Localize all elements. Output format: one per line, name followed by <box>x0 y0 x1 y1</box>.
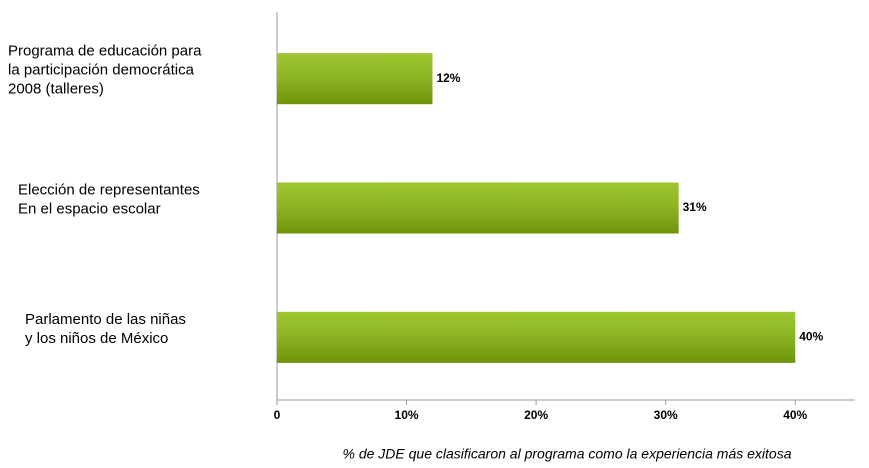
bar-shade <box>277 182 679 234</box>
category-label-line: y los niños de México <box>25 330 168 347</box>
x-tick-label: 30% <box>654 408 678 422</box>
x-tick-label: 20% <box>524 408 548 422</box>
x-tick-label: 10% <box>395 408 419 422</box>
category-label: Programa de educación para la participaci… <box>8 43 202 98</box>
value-label: 40% <box>799 330 823 344</box>
bar-shade <box>277 53 433 105</box>
category-label-line: Elección de representantes <box>18 181 200 198</box>
bar-shade <box>277 311 796 363</box>
category-label-line: Programa de educación para <box>8 43 202 60</box>
category-label-line: En el espacio escolar <box>18 200 161 217</box>
value-label: 12% <box>436 71 460 85</box>
category-label-line: la participación democrática <box>8 62 195 79</box>
value-label: 31% <box>683 200 707 214</box>
x-axis-title: % de JDE que clasificaron al programa co… <box>343 446 792 462</box>
category-label: Elección de representantes En el espacio … <box>18 181 200 217</box>
category-label-line: Parlamento de las niñas <box>25 311 186 328</box>
x-tick-label: 0 <box>274 408 281 422</box>
x-tick-label: 40% <box>783 408 807 422</box>
category-label-line: 2008 (talleres) <box>8 81 104 98</box>
category-label: Parlamento de las niñas y los niños de Mé… <box>25 311 186 347</box>
